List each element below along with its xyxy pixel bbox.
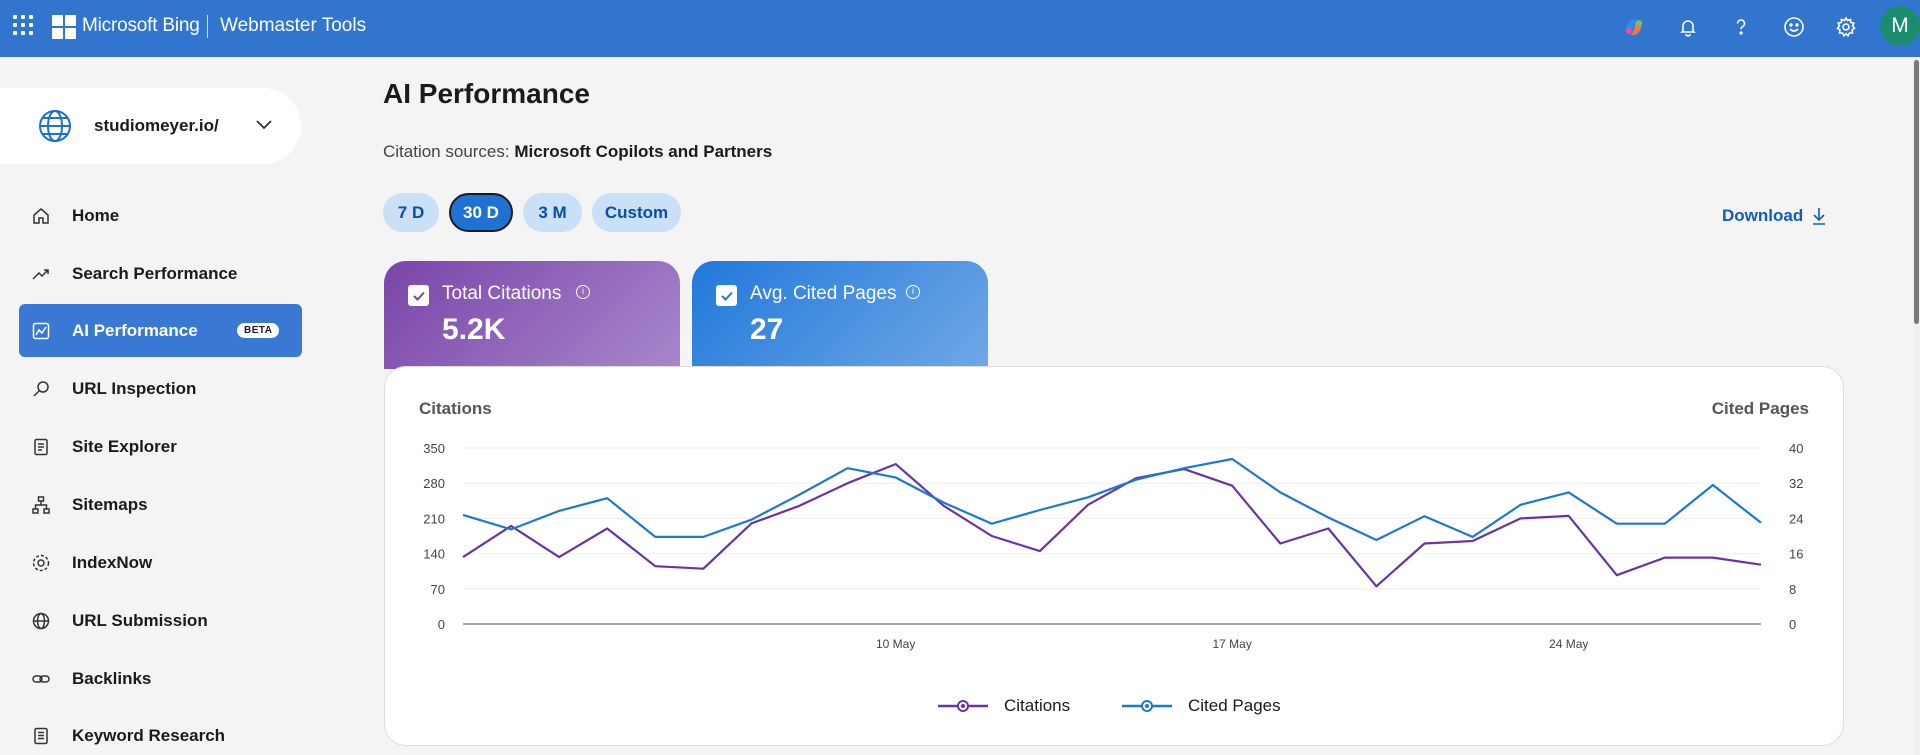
citation-sources: Citation sources: Microsoft Copilots and… [383,142,772,162]
legend-citations-marker [938,700,988,712]
y-left-axis-title: Citations [419,399,492,418]
total-citations-value: 5.2K [442,313,506,346]
beta-badge: BETA [237,323,280,338]
legend-citations-label: Citations [1004,696,1071,715]
x-tick-label: 17 May [1213,637,1252,651]
total-citations-card[interactable]: Total Citations i 5.2K [384,261,680,369]
product-name[interactable]: Webmaster Tools [220,15,367,36]
brand-divider [207,15,208,38]
sidebar-item-label: URL Inspection [72,379,197,398]
y-left-tick-label: 70 [431,582,445,597]
site-selector[interactable]: studiomeyer.io/ [0,88,301,164]
brand-name: Microsoft Bing [82,15,200,36]
sidebar-item-label: Backlinks [72,669,152,688]
line-chart: 0 70 140 210 280 350 0 8 16 24 32 40 10 May 17 May 24 … [423,441,1803,651]
microsoft-logo [52,15,76,39]
sidebar-item-url-submission[interactable]: URL Submission [19,594,302,647]
chevron-down-icon[interactable] [254,116,274,137]
avatar[interactable]: M [1880,6,1920,46]
total-citations-checkbox[interactable] [408,285,429,306]
copilot-icon[interactable] [1621,14,1647,40]
ai-chart-icon [31,321,51,341]
download-label: Download [1722,206,1804,225]
download-icon [1813,208,1826,225]
cog-icon [31,553,51,573]
legend-citations[interactable]: Citations [938,696,1070,716]
sidebar-item-indexnow[interactable]: IndexNow [19,536,302,589]
avg-cited-pages-value: 27 [750,313,784,346]
sidebar-item-label: Search Performance [72,264,238,283]
sidebar-item-label: Site Explorer [72,437,177,456]
app-launcher-icon[interactable] [13,15,33,35]
avg-cited-pages-checkbox[interactable] [716,285,737,306]
avg-cited-pages-label: Avg. Cited Pages [750,283,897,304]
link-icon [31,669,51,689]
site-name: studiomeyer.io/ [94,116,219,135]
y-left-tick-label: 210 [423,511,445,526]
x-tick-label: 10 May [876,637,915,651]
sidebar-item-home[interactable]: Home [19,189,302,242]
info-icon[interactable]: i [576,285,590,299]
total-citations-label: Total Citations [442,283,562,304]
y-left-tick-label: 280 [423,476,445,491]
sidebar-item-label: Home [72,206,120,225]
legend-cited-pages-marker [1122,700,1172,712]
citation-sources-value: Microsoft Copilots and Partners [514,142,773,161]
y-right-axis-title: Cited Pages [1711,399,1809,418]
feedback-smiley-icon[interactable] [1781,14,1807,40]
range-3m-button[interactable]: 3 M [523,193,582,232]
top-header: Microsoft Bing Webmaster Tools M [0,0,1920,57]
sidebar-item-url-inspection[interactable]: URL Inspection [19,362,302,415]
y-left-tick-label: 140 [423,547,445,562]
range-30d-button[interactable]: 30 D [449,193,513,232]
scrollbar-thumb[interactable] [1914,60,1919,324]
range-7d-button[interactable]: 7 D [383,193,439,232]
sidebar-item-keyword-research[interactable]: Keyword Research [19,709,302,755]
y-right-tick-label: 24 [1789,511,1803,526]
citation-sources-label: Citation sources: [383,142,515,161]
sidebar-item-label: Keyword Research [72,726,226,745]
help-icon[interactable] [1728,14,1754,40]
sitemap-icon [31,495,51,515]
sidebar-item-search-performance[interactable]: Search Performance [19,247,302,300]
y-right-tick-label: 0 [1789,617,1796,632]
sidebar-item-label: IndexNow [72,553,153,572]
download-button[interactable]: Download [1722,206,1827,226]
series-line-cited-pages [462,457,1762,542]
y-right-tick-label: 8 [1789,582,1796,597]
sidebar-item-label: AI Performance [72,321,198,340]
document-icon [31,437,51,457]
globe-icon [31,611,51,631]
globe-icon [37,108,73,149]
page-scrollbar[interactable] [1913,57,1920,755]
sidebar-item-ai-performance[interactable]: AI Performance BETA [19,304,302,357]
x-tick-label: 24 May [1549,637,1588,651]
page-title: AI Performance [383,78,590,109]
avg-cited-pages-card[interactable]: Avg. Cited Pages i 27 [692,261,988,369]
y-left-tick-label: 0 [438,617,445,632]
home-icon [31,206,51,226]
y-right-tick-label: 40 [1789,441,1803,456]
sidebar-item-sitemaps[interactable]: Sitemaps [19,478,302,531]
legend-cited-pages[interactable]: Cited Pages [1122,696,1281,716]
trend-icon [31,264,51,284]
y-right-tick-label: 16 [1789,547,1803,562]
range-custom-button[interactable]: Custom [592,193,681,232]
sidebar-item-backlinks[interactable]: Backlinks [19,652,302,705]
sidebar-item-label: Sitemaps [72,495,148,514]
sidebar-item-site-explorer[interactable]: Site Explorer [19,420,302,473]
magnifier-icon [31,379,51,399]
info-icon[interactable]: i [906,285,920,299]
gear-icon[interactable] [1833,14,1859,40]
chart-panel: Citations Cited Pages 0 70 140 210 280 350 0 8 1… [384,366,1844,746]
y-right-tick-label: 32 [1789,476,1803,491]
sidebar-item-label: URL Submission [72,611,208,630]
y-left-tick-label: 350 [423,441,445,456]
legend-cited-pages-label: Cited Pages [1188,696,1281,715]
notepad-icon [31,726,51,746]
bell-icon[interactable] [1675,14,1701,40]
series-line-citations [462,462,1762,588]
